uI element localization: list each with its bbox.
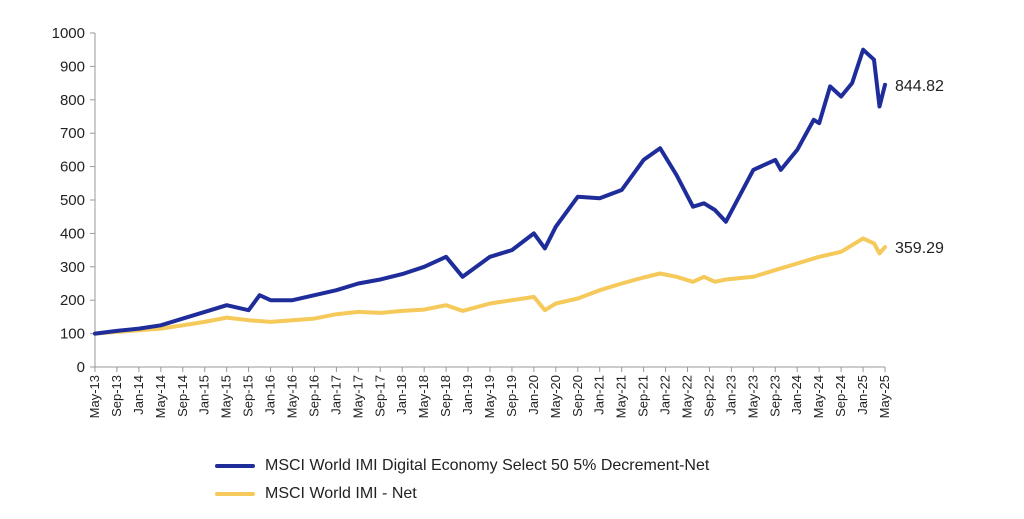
x-tick-label: Jan-15 [197,375,212,415]
x-tick-label: Jan-22 [658,375,673,415]
x-tick-label: Jan-17 [328,375,343,415]
x-tick-label: May-15 [219,375,234,418]
x-tick-label: May-23 [745,375,760,418]
legend-label-world-imi: MSCI World IMI - Net [265,485,417,502]
legend-swatch-world-imi [215,492,255,496]
series-line-world-imi [93,236,887,336]
x-tick-label: Jan-21 [592,375,607,415]
x-tick-label: Sep-17 [372,375,387,417]
x-tick-label: Jan-25 [855,375,870,415]
legend-item-world-imi: MSCI World IMI - Net [215,480,709,508]
series-line-digital-economy [93,47,887,336]
x-tick-label: Sep-20 [570,375,585,417]
x-tick-label: Sep-21 [636,375,651,417]
x-tick-label: May-17 [350,375,365,418]
end-label-world-imi: 359.29 [895,240,944,257]
y-tick-label: 400 [60,225,85,242]
x-tick-label: Sep-19 [504,375,519,417]
x-tick-label: May-13 [87,375,102,418]
x-tick-label: Sep-22 [701,375,716,417]
x-tick-label: Sep-14 [175,375,190,417]
x-tick-label: May-24 [811,375,826,418]
legend-item-digital-economy: MSCI World IMI Digital Economy Select 50… [215,452,709,480]
x-tick-label: Sep-24 [833,375,848,417]
x-tick-label: Sep-15 [241,375,256,417]
series-layer [93,47,887,336]
line-chart: 0 100 200 300 400 500 600 700 800 900 1000 May-13 Se… [52,25,944,418]
x-tick-label: May-16 [285,375,300,418]
y-tick-label: 800 [60,92,85,109]
x-tick-label: Jan-14 [131,375,146,415]
y-tick-label: 700 [60,125,85,142]
y-tick-label: 1000 [52,25,85,42]
y-tick-label: 900 [60,58,85,75]
x-tick-label: May-19 [482,375,497,418]
x-tick-label: May-22 [680,375,695,418]
x-tick-label: Sep-13 [109,375,124,417]
y-tick-label: 0 [77,359,85,376]
x-tick-label: May-20 [548,375,563,418]
legend: MSCI World IMI Digital Economy Select 50… [215,452,709,508]
x-tick-label: Jan-20 [526,375,541,415]
x-tick-label: Jan-19 [460,375,475,415]
axes: 0 100 200 300 400 500 600 700 800 900 1000 May-13 Se… [52,25,892,418]
legend-label-digital-economy: MSCI World IMI Digital Economy Select 50… [265,457,710,474]
end-labels: 359.29 844.82 [895,78,944,257]
x-tick-label: Jan-24 [789,375,804,415]
legend-swatch-digital-economy [215,464,255,468]
x-tick-label: Jan-16 [263,375,278,415]
x-tick-label: Sep-16 [306,375,321,417]
y-tick-label: 600 [60,159,85,176]
x-tick-label: May-18 [416,375,431,418]
x-tick-label: May-25 [877,375,892,418]
x-tick-label: Sep-23 [767,375,782,417]
x-tick-label: May-14 [153,375,168,418]
x-tick-label: May-21 [614,375,629,418]
y-tick-label: 200 [60,292,85,309]
x-tick-label: Jan-18 [394,375,409,415]
x-tick-label: Sep-18 [438,375,453,417]
x-tick-label: Jan-23 [723,375,738,415]
y-tick-label: 300 [60,259,85,276]
y-tick-label: 500 [60,192,85,209]
y-tick-label: 100 [60,326,85,343]
end-label-digital-economy: 844.82 [895,78,944,95]
